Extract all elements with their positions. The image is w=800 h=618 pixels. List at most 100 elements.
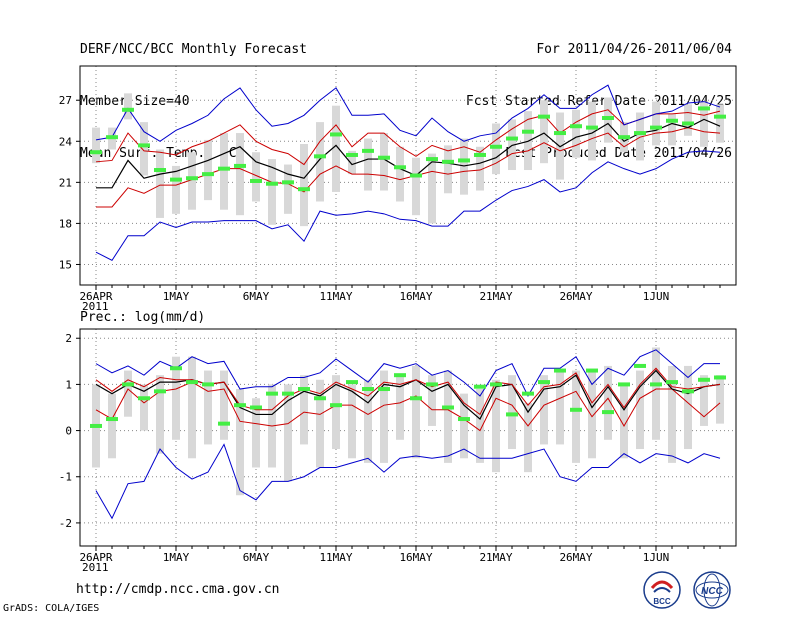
- ensemble-box: [652, 101, 660, 146]
- median-marker: [714, 114, 726, 119]
- svg-text:BCC: BCC: [653, 597, 671, 606]
- x-tick-label: 1JUN: [643, 551, 670, 564]
- x-year-label: 2011: [82, 561, 109, 574]
- ensemble-box: [172, 165, 180, 214]
- bcc-logo: BCC: [643, 571, 681, 609]
- median-marker: [330, 403, 342, 408]
- svg-text:NCC: NCC: [701, 586, 723, 597]
- median-marker: [554, 368, 566, 373]
- median-marker: [634, 131, 646, 136]
- plot-frame: [79, 65, 737, 286]
- median-marker: [698, 106, 710, 111]
- median-marker: [522, 129, 534, 134]
- ncc-logo: NCC: [693, 571, 731, 609]
- median-marker: [602, 410, 614, 415]
- y-tick-label: 2: [65, 332, 72, 345]
- median-marker: [714, 375, 726, 380]
- series-line-min: [95, 84, 721, 142]
- ensemble-box: [380, 133, 388, 191]
- median-marker: [538, 114, 550, 119]
- series-line-p_low: [95, 381, 721, 432]
- median-marker: [666, 118, 678, 123]
- median-marker: [618, 135, 630, 140]
- plot-frame: [79, 328, 737, 547]
- median-marker: [458, 158, 470, 163]
- ensemble-box: [412, 365, 420, 459]
- median-marker: [170, 177, 182, 182]
- ensemble-box: [316, 122, 324, 202]
- median-marker: [426, 157, 438, 162]
- y-tick-label: 1: [65, 378, 72, 391]
- ensemble-box: [348, 150, 356, 175]
- ensemble-box: [124, 370, 132, 417]
- series-line-min: [95, 443, 721, 520]
- median-marker: [346, 152, 358, 157]
- ensemble-box: [476, 146, 484, 191]
- median-marker: [586, 125, 598, 130]
- median-marker: [410, 173, 422, 178]
- median-marker: [122, 107, 134, 112]
- ensemble-box: [220, 370, 228, 440]
- median-marker: [442, 159, 454, 164]
- ensemble-box: [300, 375, 308, 445]
- x-tick-label: 26APR: [79, 290, 112, 303]
- ensemble-box: [636, 370, 644, 450]
- median-marker: [554, 131, 566, 136]
- ensemble-box: [668, 113, 676, 146]
- median-marker: [570, 124, 582, 129]
- ensemble-box: [156, 375, 164, 454]
- median-marker: [410, 396, 422, 401]
- median-marker: [266, 391, 278, 396]
- median-marker: [218, 421, 230, 426]
- ensemble-box: [428, 375, 436, 426]
- median-marker: [282, 391, 294, 396]
- ensemble-box: [508, 119, 516, 171]
- site-url[interactable]: http://cmdp.ncc.cma.gov.cn: [76, 582, 280, 597]
- ensemble-box: [172, 356, 180, 440]
- y-tick-label: 27: [59, 94, 72, 107]
- ensemble-box: [508, 375, 516, 450]
- series-line-max: [95, 150, 721, 262]
- x-tick-label: 6MAY: [243, 290, 270, 303]
- ensemble-box: [588, 101, 596, 161]
- y-tick-label: 0: [65, 425, 72, 438]
- median-marker: [218, 166, 230, 171]
- x-tick-label: 11MAY: [319, 290, 352, 303]
- median-marker: [506, 412, 518, 417]
- ensemble-box: [268, 159, 276, 225]
- series-line-p_high: [95, 367, 721, 416]
- ensemble-box: [524, 402, 532, 473]
- y-tick-label: 15: [59, 258, 72, 271]
- ensemble-box: [652, 347, 660, 440]
- y-tick-label: 18: [59, 217, 72, 230]
- grads-credit: GrADS: COLA/IGES: [3, 603, 100, 614]
- x-tick-label: 16MAY: [399, 551, 432, 564]
- median-marker: [634, 363, 646, 368]
- ensemble-box: [700, 101, 708, 147]
- ensemble-box: [204, 139, 212, 201]
- ensemble-box: [684, 104, 692, 136]
- median-marker: [106, 417, 118, 422]
- ensemble-box: [188, 356, 196, 459]
- ensemble-box: [364, 138, 372, 191]
- x-tick-label: 16MAY: [399, 290, 432, 303]
- ensemble-box: [108, 393, 116, 459]
- ensemble-box: [460, 393, 468, 459]
- ensemble-box: [364, 379, 372, 463]
- median-marker: [362, 148, 374, 153]
- median-marker: [250, 178, 262, 183]
- median-marker: [426, 382, 438, 387]
- ensemble-box: [684, 365, 692, 450]
- ensemble-box: [716, 104, 724, 143]
- x-tick-label: 11MAY: [319, 551, 352, 564]
- ensemble-box: [332, 105, 340, 192]
- median-marker: [298, 187, 310, 192]
- ensemble-box: [540, 375, 548, 445]
- median-marker: [538, 380, 550, 385]
- median-marker: [186, 176, 198, 181]
- median-marker: [474, 384, 486, 389]
- median-marker: [522, 391, 534, 396]
- ensemble-box: [380, 370, 388, 463]
- x-tick-label: 1MAY: [163, 290, 190, 303]
- median-marker: [90, 423, 102, 428]
